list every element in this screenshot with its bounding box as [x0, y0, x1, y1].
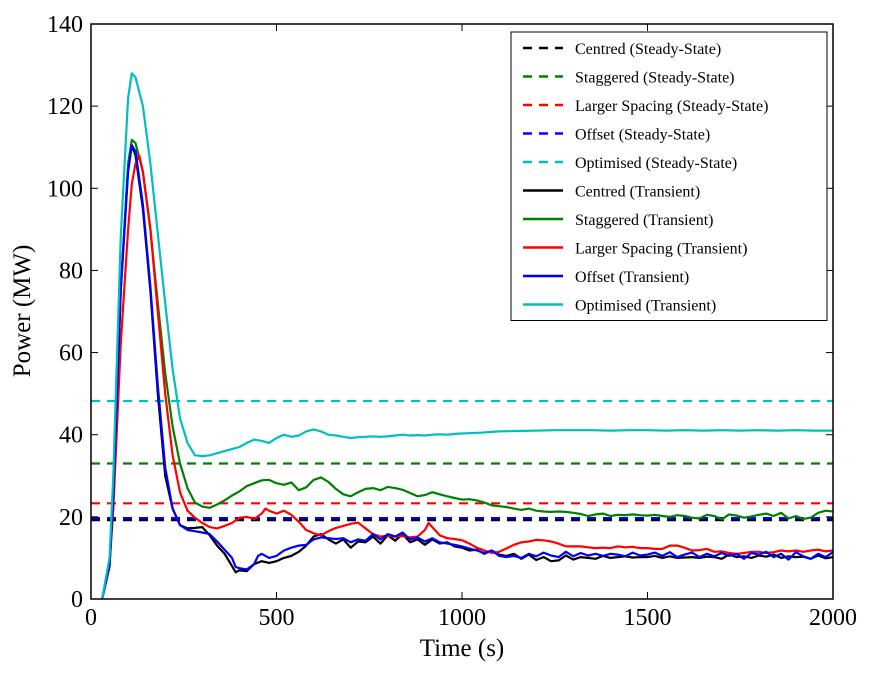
legend: Centred (Steady-State) Staggered (Steady-… [510, 31, 828, 321]
x-axis-label: Time (s) [420, 635, 505, 662]
x-tick-label: 2000 [809, 605, 857, 631]
x-tick-label: 500 [259, 605, 295, 631]
legend-label-larger-spacing-steady-state: Larger Spacing (Steady-State) [575, 98, 768, 115]
series-line-optimised-transient [101, 72, 833, 599]
series-line-staggered-transient [101, 138, 833, 599]
legend-label-larger-spacing-transient: Larger Spacing (Transient) [575, 241, 747, 258]
legend-label-offset-steady-state: Offset (Steady-State) [575, 127, 710, 144]
series-layer [91, 72, 833, 599]
legend-label-optimised-steady-state: Optimised (Steady-State) [575, 155, 737, 172]
y-tick-label: 40 [59, 423, 83, 449]
y-tick-label: 60 [59, 341, 83, 367]
legend-box [510, 31, 828, 321]
y-tick-label: 100 [47, 176, 83, 202]
y-tick-label: 80 [59, 258, 83, 284]
y-tick-label: 140 [47, 12, 83, 38]
y-axis-label: Power (MW) [9, 245, 36, 378]
legend-label-offset-transient: Offset (Transient) [575, 269, 689, 286]
legend-label-centred-steady-state: Centred (Steady-State) [575, 41, 721, 58]
legend-label-centred-transient: Centred (Transient) [575, 184, 700, 201]
legend-label-optimised-transient: Optimised (Transient) [575, 298, 716, 315]
x-tick-label: 0 [85, 605, 97, 631]
legend-label-staggered-transient: Staggered (Transient) [575, 212, 714, 229]
series-line-larger-spacing-transient [101, 154, 833, 599]
series-line-centred-transient [101, 144, 833, 599]
y-tick-label: 20 [59, 505, 83, 531]
x-tick-label: 1000 [438, 605, 486, 631]
legend-label-staggered-steady-state: Staggered (Steady-State) [575, 70, 735, 87]
x-tick-label: 1500 [624, 605, 672, 631]
series-line-offset-transient [101, 144, 833, 599]
y-tick-label: 0 [71, 587, 83, 613]
y-tick-label: 120 [47, 94, 83, 120]
axis-ticks: 0 500 1000 1500 2000 0 20 40 60 80 100 120 140 [47, 12, 857, 631]
